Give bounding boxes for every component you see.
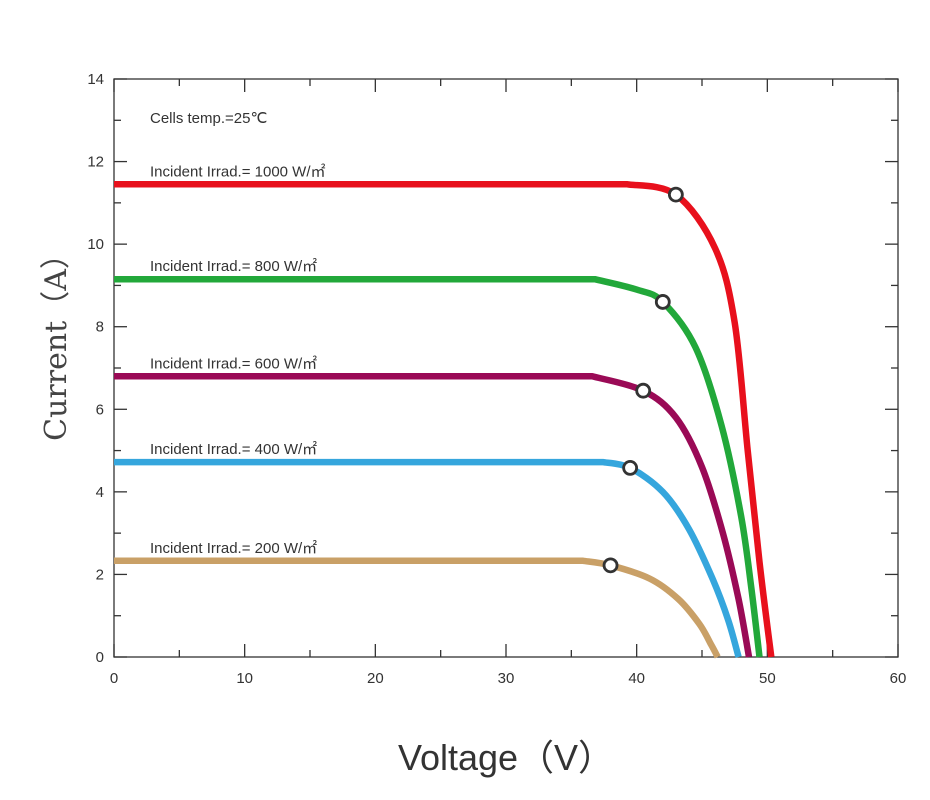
series-curve [114,373,753,658]
max-power-point [635,382,652,399]
series-curve [114,275,763,658]
y-tick-label: 2 [96,566,104,583]
max-power-point [602,557,619,574]
x-tick-label: 60 [890,670,907,687]
x-axis-label: Voltage（V） [398,737,614,778]
series-label: Incident Irrad.= 400 W/㎡ [150,441,317,458]
y-tick-label: 4 [96,484,104,501]
series-curve [114,557,721,659]
axis-tick-labels: 0 10 20 30 40 50 60 0 2 4 6 8 10 12 14 [87,71,906,687]
y-tick-label: 0 [96,649,104,666]
max-power-point [622,460,639,476]
x-tick-label: 40 [628,670,645,687]
series-curves [114,181,775,659]
temperature-annotation: Cells temp.=25℃ [150,110,267,127]
y-tick-label: 14 [87,71,104,88]
x-tick-label: 10 [236,670,253,687]
y-tick-label: 8 [96,319,104,336]
series-labels: Incident Irrad.= 1000 W/㎡ Incident Irrad.… [150,163,326,557]
x-tick-label: 0 [110,670,118,687]
max-power-point [654,294,671,310]
x-tick-label: 30 [498,670,515,687]
x-tick-label: 50 [759,670,776,687]
series-label: Incident Irrad.= 800 W/㎡ [150,258,317,275]
series-label: Incident Irrad.= 1000 W/㎡ [150,163,326,180]
y-tick-label: 6 [96,401,104,418]
y-tick-label: 12 [87,154,104,171]
x-tick-label: 20 [367,670,384,687]
series-label: Incident Irrad.= 600 W/㎡ [150,355,317,372]
max-power-point-markers [602,186,684,574]
y-tick-label: 10 [87,236,104,253]
chart-annotations: Cells temp.=25℃ [150,110,267,127]
y-axis-label: Current（A） [39,239,74,441]
series-label: Incident Irrad.= 200 W/㎡ [150,540,317,557]
max-power-point [667,186,684,203]
axis-ticks [113,78,899,658]
series-curve [114,181,775,658]
